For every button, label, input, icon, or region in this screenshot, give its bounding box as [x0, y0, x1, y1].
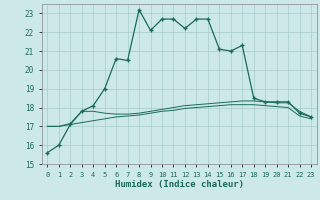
X-axis label: Humidex (Indice chaleur): Humidex (Indice chaleur): [115, 180, 244, 189]
